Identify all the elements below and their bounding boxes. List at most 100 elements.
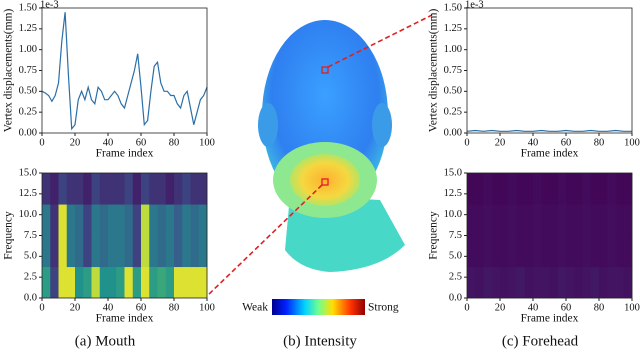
heat-cell — [524, 266, 534, 299]
x-axis-label: Frame index — [521, 148, 579, 160]
y-tick-label: 15.0 — [444, 167, 462, 178]
heat-cell — [516, 266, 526, 299]
heat-cell — [607, 235, 616, 268]
heat-cell — [198, 173, 208, 205]
heat-cell — [66, 204, 76, 236]
heat-cell — [75, 235, 84, 268]
heat-cell — [574, 235, 583, 268]
heat-cell — [483, 266, 493, 299]
line — [41, 12, 208, 131]
heat-cell — [541, 204, 550, 236]
x-axis-label: Frame index — [96, 148, 154, 160]
heat-cell — [149, 204, 158, 236]
heat-cell — [58, 173, 68, 205]
y-tick-label: 0.25 — [19, 107, 37, 118]
y-tick-label: 0.0 — [449, 292, 462, 303]
heat-cell — [182, 266, 191, 299]
y-tick-label: 1.25 — [444, 23, 462, 34]
x-tick-label: 80 — [594, 137, 605, 148]
heat-cell — [508, 173, 517, 205]
y-tick-label: 0.50 — [444, 86, 462, 97]
y-tick-label: 10.0 — [444, 209, 462, 220]
heat-cell — [157, 235, 167, 268]
heat-cell — [149, 266, 158, 299]
caption: (a) Mouth — [75, 333, 136, 349]
heat-cell — [165, 235, 175, 268]
heat-cell — [99, 173, 109, 205]
heat-cell — [91, 204, 101, 236]
heat-cell — [590, 204, 600, 236]
y-tick-label: 2.5 — [449, 272, 462, 283]
heat-cell — [599, 266, 608, 299]
heat-cell — [66, 173, 76, 205]
heat-cell — [174, 204, 183, 236]
heat-cell — [75, 204, 84, 236]
y-axis-label: Vertex displacements(mm) — [428, 9, 440, 133]
heat-cell — [566, 204, 575, 236]
heat-cell — [607, 173, 616, 205]
heat-cell — [58, 235, 68, 268]
heat-cell — [467, 204, 476, 236]
heat-cell — [582, 235, 592, 268]
heat-cell — [108, 204, 117, 236]
heat-cell — [524, 235, 534, 268]
caption: (b) Intensity — [283, 333, 357, 349]
heat-cell — [174, 235, 183, 268]
face-render — [206, 14, 433, 315]
heat-cell — [165, 173, 175, 205]
heat-cell — [99, 235, 109, 268]
heat-cell — [590, 173, 600, 205]
y-axis-label: Frequency — [428, 211, 440, 260]
heat-cell — [174, 266, 183, 299]
heat-cell — [599, 204, 608, 236]
heat-cell — [141, 173, 150, 205]
line — [466, 129, 632, 132]
heat-cell — [599, 235, 608, 268]
heat-cell — [182, 204, 191, 236]
heat-cell — [124, 204, 134, 236]
heat-cell — [615, 173, 625, 205]
heat-cell — [182, 173, 191, 205]
heat-cell — [141, 204, 150, 236]
heat-cell — [491, 266, 501, 299]
heat-cell — [174, 173, 183, 205]
heat-cell — [157, 204, 167, 236]
caption: (c) Forehead — [502, 333, 579, 349]
y-tick-label: 12.5 — [19, 188, 37, 199]
plot-frame — [466, 7, 633, 134]
heat-cell — [198, 266, 208, 299]
heat-cell — [182, 235, 191, 268]
heat-cell — [508, 204, 517, 236]
heat-cell — [165, 266, 175, 299]
heat-cell — [124, 173, 134, 205]
heat-cell — [66, 235, 76, 268]
heat-cell — [467, 266, 476, 299]
heat-cell — [607, 204, 616, 236]
y-tick-label: 2.5 — [24, 272, 37, 283]
x-tick-label: 80 — [169, 302, 180, 313]
offset-label: 1e-3 — [40, 0, 59, 10]
heat-cell — [557, 266, 567, 299]
heat-cell — [574, 173, 583, 205]
heat-cell — [582, 204, 592, 236]
heat-cell — [190, 173, 200, 205]
heat-cell — [66, 266, 76, 299]
heat-cell — [132, 235, 142, 268]
y-tick-label: 7.5 — [449, 230, 462, 241]
heat-cell — [198, 204, 208, 236]
x-tick-label: 60 — [136, 137, 147, 148]
x-tick-label: 40 — [103, 137, 114, 148]
heat-cell — [116, 235, 125, 268]
heat-cell — [475, 204, 484, 236]
x-tick-label: 0 — [39, 302, 44, 313]
heat-cell — [623, 235, 633, 268]
x-tick-label: 40 — [528, 137, 539, 148]
x-tick-label: 60 — [136, 302, 147, 313]
heat-cell — [149, 173, 158, 205]
x-tick-label: 0 — [464, 302, 469, 313]
heat-cell — [467, 235, 476, 268]
heat-cell — [516, 235, 526, 268]
heat-cell — [50, 266, 59, 299]
heat-cell — [590, 235, 600, 268]
